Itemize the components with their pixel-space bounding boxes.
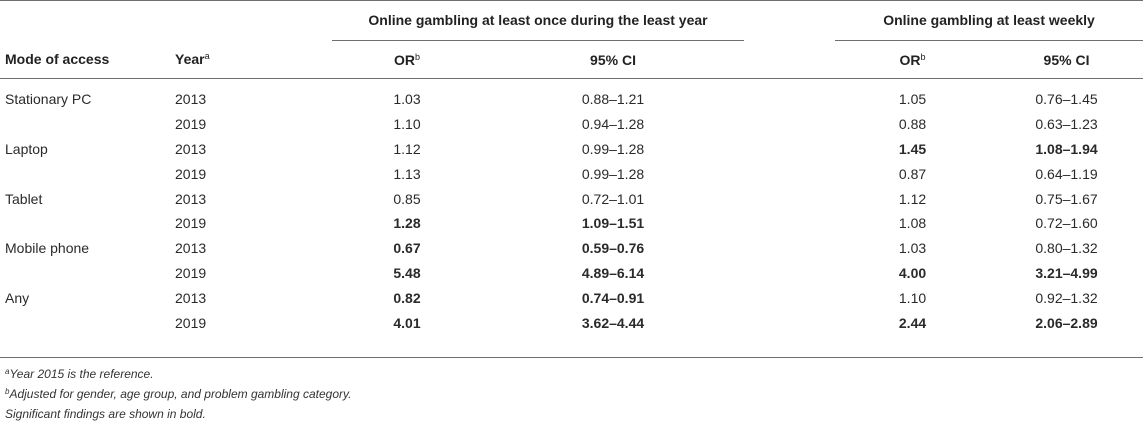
ci-yearly-cell: 0.94–1.28 (581, 116, 645, 133)
mode-cell (0, 112, 175, 137)
year-cell: 2019 (175, 264, 207, 281)
header-blank (744, 40, 836, 79)
year-cell: 2013 (175, 289, 207, 306)
year-cell: 2019 (175, 215, 207, 232)
table-row: 2019 1.13 0.99–1.28 0.87 0.64–1.19 (0, 161, 1143, 186)
column-header-ci-weekly: 95% CI (990, 40, 1143, 79)
mode-cell (0, 161, 175, 186)
mode-cell (0, 211, 175, 236)
ci-weekly-cell: 0.80–1.32 (1035, 240, 1098, 257)
table-row: 2019 4.01 3.62–4.44 2.44 2.06–2.89 (0, 310, 1143, 335)
or-weekly-cell: 2.44 (898, 314, 927, 331)
or-yearly-cell: 1.28 (393, 215, 421, 232)
ci-weekly-cell: 0.92–1.32 (1035, 289, 1098, 306)
table-row: 2019 5.48 4.89–6.14 4.00 3.21–4.99 (0, 261, 1143, 286)
column-header-or-yearly: ORb (332, 40, 482, 79)
footnote-significance: Significant findings are shown in bold. (5, 407, 206, 421)
or-yearly-cell: 0.82 (393, 289, 421, 306)
ci-weekly-cell: 3.21–4.99 (1035, 264, 1098, 281)
ci-weekly-cell: 2.06–2.89 (1035, 314, 1098, 331)
table-row: Stationary PC 2013 1.03 0.88–1.21 1.05 0… (0, 79, 1143, 112)
or-yearly-cell: 1.12 (393, 140, 421, 157)
mode-cell: Stationary PC (5, 91, 92, 108)
or-weekly-cell: 0.88 (898, 116, 927, 133)
or-yearly-cell: 0.85 (393, 190, 421, 207)
bottom-rule (0, 357, 1143, 358)
ci-yearly-cell: 4.89–6.14 (581, 264, 645, 281)
mode-cell (0, 310, 175, 335)
odds-ratio-table: Online gambling at least once during the… (0, 0, 1143, 335)
or-weekly-cell: 4.00 (898, 264, 927, 281)
table-row: 2019 1.10 0.94–1.28 0.88 0.63–1.23 (0, 112, 1143, 137)
table-footnotes: aYear 2015 is the reference. bAdjusted f… (5, 364, 1135, 424)
group-header-weekly: Online gambling at least weekly (835, 0, 1143, 41)
ci-yearly-cell: 0.99–1.28 (581, 165, 645, 182)
year-cell: 2019 (175, 314, 207, 331)
ci-yearly-cell: 0.99–1.28 (581, 140, 645, 157)
or-yearly-cell: 1.10 (393, 116, 421, 133)
or-weekly-cell: 1.05 (898, 91, 927, 108)
group-header-yearly: Online gambling at least once during the… (332, 0, 745, 41)
or-yearly-cell: 1.13 (393, 165, 421, 182)
or-yearly-cell: 4.01 (393, 314, 421, 331)
or-weekly-cell: 1.08 (898, 215, 927, 232)
mode-cell (0, 261, 175, 286)
ci-weekly-cell: 0.63–1.23 (1035, 116, 1098, 133)
or-weekly-cell: 1.10 (898, 289, 927, 306)
header-blank (175, 0, 332, 41)
mode-cell: Any (5, 289, 30, 306)
ci-yearly-cell: 0.88–1.21 (581, 91, 645, 108)
footnote-a: aYear 2015 is the reference. (5, 367, 154, 381)
ci-yearly-cell: 3.62–4.44 (581, 314, 645, 331)
ci-yearly-cell: 0.59–0.76 (581, 240, 645, 257)
ci-yearly-cell: 0.74–0.91 (581, 289, 645, 306)
year-cell: 2019 (175, 116, 207, 133)
column-header-year: Yeara (175, 40, 332, 79)
ci-weekly-cell: 0.75–1.67 (1035, 190, 1098, 207)
mode-cell: Mobile phone (5, 240, 90, 257)
table-row: Laptop 2013 1.12 0.99–1.28 1.45 1.08–1.9… (0, 137, 1143, 162)
table-row: Mobile phone 2013 0.67 0.59–0.76 1.03 0.… (0, 236, 1143, 261)
or-weekly-cell: 1.03 (898, 240, 927, 257)
mode-cell: Tablet (5, 190, 43, 207)
header-blank (744, 0, 835, 41)
ci-weekly-cell: 1.08–1.94 (1035, 140, 1098, 157)
year-cell: 2019 (175, 165, 207, 182)
footnote-b: bAdjusted for gender, age group, and pro… (5, 387, 352, 401)
table-row: Tablet 2013 0.85 0.72–1.01 1.12 0.75–1.6… (0, 186, 1143, 211)
or-yearly-cell: 5.48 (393, 264, 421, 281)
column-header-ci-yearly: 95% CI (482, 40, 745, 79)
ci-yearly-cell: 1.09–1.51 (581, 215, 645, 232)
column-header-mode: Mode of access (0, 40, 175, 79)
year-cell: 2013 (175, 140, 207, 157)
year-cell: 2013 (175, 240, 207, 257)
header-blank (0, 0, 175, 41)
ci-yearly-cell: 0.72–1.01 (581, 190, 645, 207)
or-yearly-cell: 0.67 (393, 240, 421, 257)
ci-weekly-cell: 0.76–1.45 (1035, 91, 1098, 108)
or-yearly-cell: 1.03 (393, 91, 421, 108)
or-weekly-cell: 1.45 (898, 140, 927, 157)
or-weekly-cell: 0.87 (898, 165, 927, 182)
year-cell: 2013 (175, 91, 207, 108)
or-weekly-cell: 1.12 (898, 190, 927, 207)
table-row: Any 2013 0.82 0.74–0.91 1.10 0.92–1.32 (0, 285, 1143, 310)
ci-weekly-cell: 0.72–1.60 (1035, 215, 1098, 232)
mode-cell: Laptop (5, 140, 48, 157)
ci-weekly-cell: 0.64–1.19 (1035, 165, 1098, 182)
year-cell: 2013 (175, 190, 207, 207)
table-row: 2019 1.28 1.09–1.51 1.08 0.72–1.60 (0, 211, 1143, 236)
column-header-or-weekly: ORb (835, 40, 991, 79)
